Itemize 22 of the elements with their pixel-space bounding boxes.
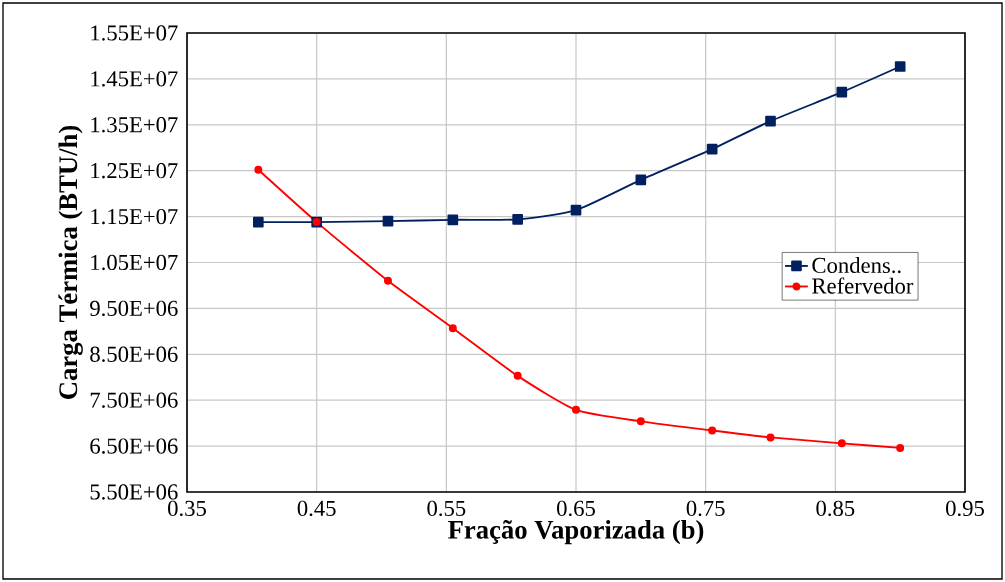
y-tick-label: 1.55E+07 (91, 25, 178, 41)
y-tick-label: 1.05E+07 (91, 254, 178, 271)
y-axis-title: Carga Térmica (BTU/h) (58, 125, 83, 399)
x-tick-label: 0.65 (557, 500, 595, 517)
x-tick-label: 0.35 (168, 500, 206, 517)
x-tick-label: 0.85 (816, 500, 855, 517)
y-tick-label: 5.50E+06 (90, 484, 178, 500)
y-tick-label: 1.45E+07 (91, 71, 178, 87)
x-tick-label: 0.55 (427, 500, 466, 517)
legend-label: Condens.. (812, 257, 901, 274)
y-tick-label: 1.15E+07 (91, 208, 178, 225)
y-tick-label: 6.50E+06 (90, 438, 178, 454)
y-tick-label: 7.50E+06 (90, 392, 178, 408)
x-tick-label: 0.75 (686, 500, 725, 517)
x-tick-label: 0.45 (297, 500, 336, 517)
x-axis-title: Fração Vaporizada (b) (448, 519, 704, 545)
y-tick-label: 8.50E+06 (90, 346, 178, 362)
y-tick-label: 1.25E+07 (91, 163, 178, 179)
y-tick-label: 1.35E+07 (91, 117, 178, 133)
x-tick-label: 0.95 (946, 500, 984, 517)
legend-label: Refervedor (812, 277, 914, 294)
y-tick-label: 9.50E+06 (90, 300, 178, 317)
